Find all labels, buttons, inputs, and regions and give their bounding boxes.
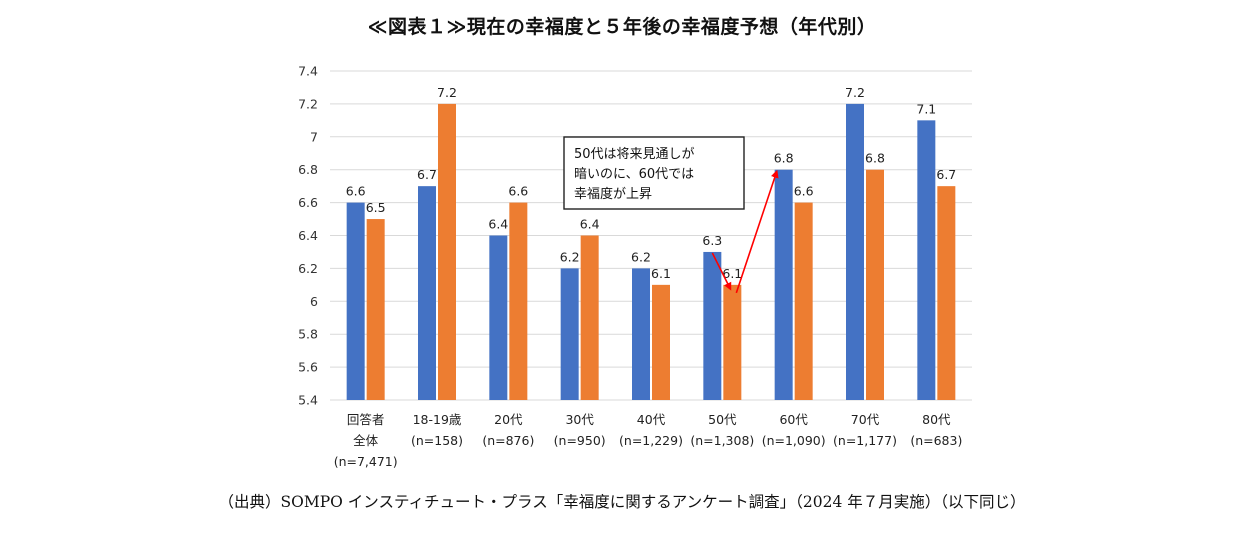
source-note: （出典）SOMPO インスティチュート・プラス「幸福度に関するアンケート調査」（…: [218, 493, 1026, 511]
chart-title: ≪図表１≫現在の幸福度と５年後の幸福度予想（年代別）: [367, 16, 877, 38]
y-tick-label: 7.2: [298, 96, 318, 111]
bars: [346, 103, 956, 401]
bar: [580, 235, 599, 400]
y-tick-label: 6.6: [298, 195, 318, 210]
data-label: 6.1: [651, 266, 671, 281]
y-axis-tick-labels: 5.4 5.6 5.8 6 6.2 6.4 6.6 6.8 7 7.2 7.4: [298, 64, 318, 408]
bar: [866, 169, 884, 400]
x-category-label: (n=683): [910, 433, 962, 448]
x-category-label: (n=950): [554, 433, 606, 448]
bar: [438, 103, 456, 401]
bar: [937, 186, 956, 400]
bar: [632, 268, 650, 400]
x-category-label: (n=1,308): [690, 433, 754, 448]
annotation-box: [563, 136, 745, 210]
x-category-label: 50代: [708, 412, 737, 427]
data-label: 6.2: [631, 249, 651, 264]
data-label: 6.2: [560, 249, 580, 264]
x-category-label: 20代: [494, 412, 523, 427]
data-label: 6.3: [702, 233, 722, 248]
arrow-up: [735, 169, 779, 294]
x-category-label: 80代: [922, 412, 951, 427]
x-category-label: (n=1,090): [762, 433, 826, 448]
bar: [703, 251, 722, 400]
x-category-label: 30代: [565, 412, 594, 427]
arrow-down: [711, 252, 732, 291]
y-tick-label: 6.4: [298, 228, 318, 243]
bar: [418, 186, 436, 400]
data-label: 6.7: [936, 167, 956, 182]
bar: [560, 268, 579, 400]
x-category-label: (n=876): [482, 433, 534, 448]
bar: [346, 202, 365, 400]
data-label: 6.6: [346, 184, 366, 199]
data-label: 6.6: [794, 184, 814, 199]
y-tick-label: 7: [310, 129, 318, 144]
x-category-label: 全体: [353, 433, 379, 448]
x-category-label: (n=1,177): [833, 433, 897, 448]
x-category-label: 60代: [779, 412, 808, 427]
y-tick-label: 6: [310, 294, 318, 309]
x-category-label: (n=1,229): [619, 433, 683, 448]
data-label: 7.1: [916, 101, 936, 116]
data-label: 7.2: [845, 85, 865, 100]
bar: [723, 284, 742, 400]
x-category-label: 40代: [637, 412, 666, 427]
data-label: 6.8: [865, 151, 885, 166]
annotation-text: 幸福度が上昇: [574, 186, 652, 202]
x-category-label: (n=7,471): [334, 454, 398, 469]
x-category-label: 70代: [851, 412, 880, 427]
y-tick-label: 5.4: [298, 393, 318, 408]
bar: [366, 219, 385, 400]
data-label: 6.4: [488, 217, 508, 232]
data-label: 6.6: [508, 184, 528, 199]
data-labels: 6.6 6.7 6.4 6.2 6.2 6.3 6.8 7.2 7.1 6.5 7.2 6.6 6.4 6…: [346, 85, 957, 281]
y-tick-label: 6.2: [298, 261, 318, 276]
y-tick-label: 7.4: [298, 64, 318, 79]
data-label: 6.4: [580, 217, 600, 232]
data-label: 6.7: [417, 167, 437, 182]
x-category-label: 回答者: [347, 412, 385, 427]
annotation-text: 50代は将来見通しが: [574, 147, 695, 162]
data-label: 6.5: [366, 200, 386, 215]
x-category-label: 18-19歳: [413, 412, 462, 427]
bar: [917, 120, 936, 400]
bar: [652, 284, 670, 400]
bar: [509, 202, 528, 400]
bar: [489, 235, 508, 400]
y-tick-label: 5.8: [298, 327, 318, 342]
bar: [774, 169, 793, 400]
annotation-text: 暗いのに、60代では: [574, 167, 694, 182]
bar: [846, 103, 864, 401]
y-tick-label: 6.8: [298, 162, 318, 177]
data-label: 7.2: [437, 85, 457, 100]
data-label: 6.1: [722, 266, 742, 281]
bar: [794, 202, 813, 400]
y-tick-label: 5.6: [298, 360, 318, 375]
data-label: 6.8: [774, 151, 794, 166]
x-category-label: (n=158): [411, 433, 463, 448]
